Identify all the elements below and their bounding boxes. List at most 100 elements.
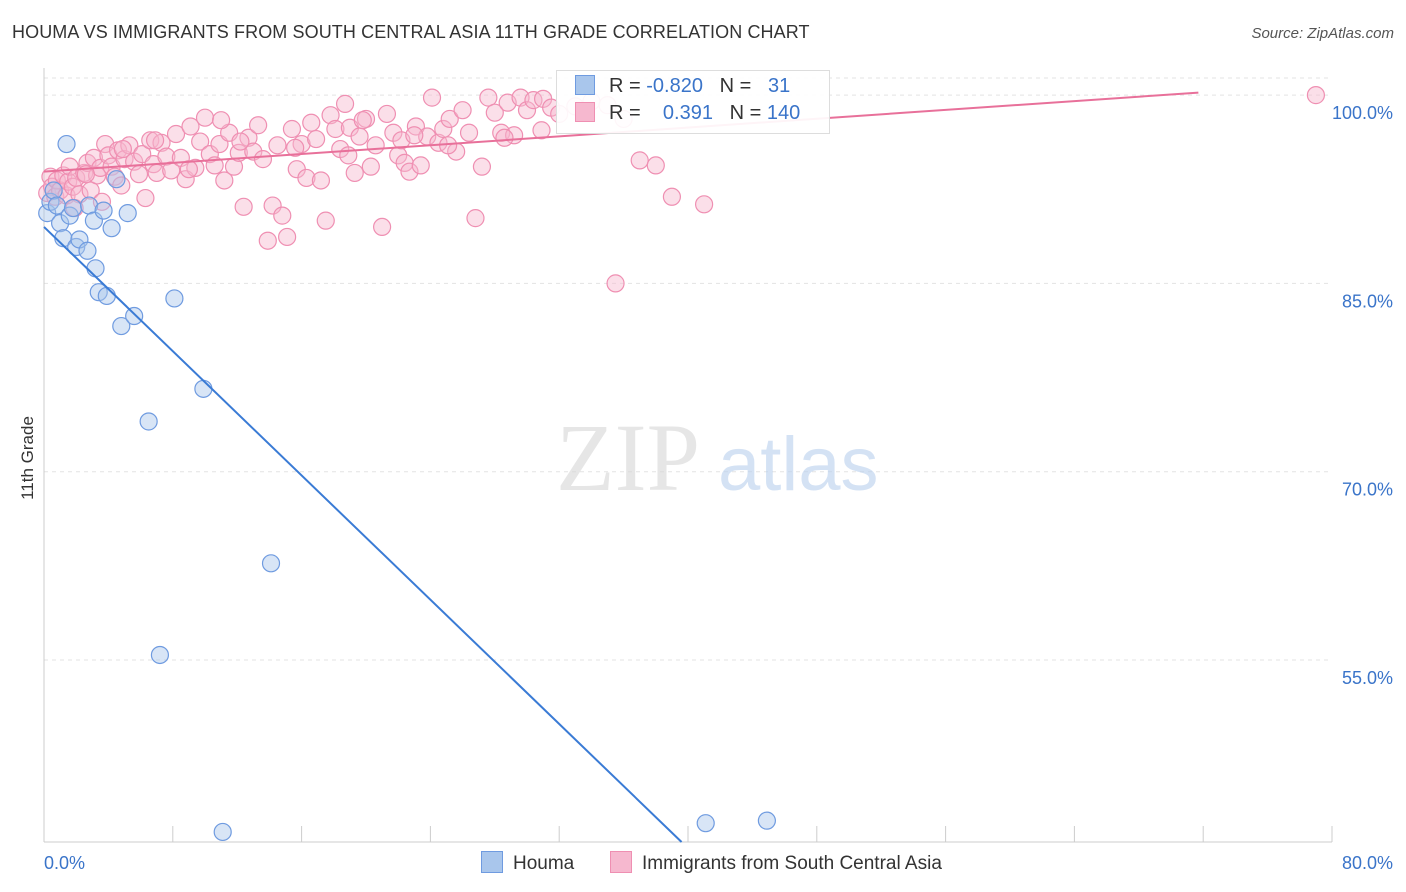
immigrants-legend-label: Immigrants from South Central Asia xyxy=(642,853,942,874)
immigrants-point xyxy=(646,156,665,175)
immigrants-point xyxy=(286,138,305,157)
bottom-legend-houma: Houma xyxy=(481,851,574,875)
immigrants-point xyxy=(136,188,155,208)
x-tick-label-max: 80.0% xyxy=(1342,853,1393,873)
immigrants-point xyxy=(215,171,234,190)
houma-point xyxy=(213,822,232,842)
houma-point xyxy=(57,134,76,154)
houma-point xyxy=(78,241,97,260)
immigrants-point xyxy=(166,124,186,144)
correlation-legend: R = -0.820 N = 31 R = 0.391 N = 140 xyxy=(556,70,830,134)
immigrants-point xyxy=(162,161,181,180)
immigrants-point xyxy=(129,165,149,184)
immigrants-point xyxy=(517,101,537,120)
immigrants-point xyxy=(630,151,649,170)
houma-point xyxy=(97,286,116,306)
houma-point xyxy=(118,204,137,223)
immigrants-point xyxy=(306,129,326,149)
immigrants-point xyxy=(459,123,479,142)
immigrants-point xyxy=(411,156,430,175)
immigrants-point xyxy=(195,108,215,127)
immigrants-point xyxy=(249,116,268,135)
y-tick-label: 100.0% xyxy=(1332,103,1393,123)
houma-point xyxy=(261,554,281,573)
r-label: R = xyxy=(609,75,641,97)
immigrants-point xyxy=(495,128,514,147)
houma-point xyxy=(696,814,715,833)
immigrants-point xyxy=(268,136,287,155)
immigrants-point xyxy=(606,274,625,293)
houma-point xyxy=(194,379,213,398)
immigrants-point xyxy=(361,157,380,176)
immigrants-point xyxy=(311,171,331,190)
houma-point xyxy=(112,316,131,336)
immigrants-point xyxy=(662,187,682,206)
immigrants-swatch xyxy=(575,102,595,122)
houma-point xyxy=(107,170,126,189)
y-tick-label: 55.0% xyxy=(1342,668,1393,688)
houma-point xyxy=(139,412,158,431)
immigrants-point xyxy=(373,217,392,237)
houma-swatch xyxy=(575,75,595,95)
immigrants-point xyxy=(273,206,292,225)
immigrants-point xyxy=(113,139,132,159)
immigrants-point xyxy=(339,146,358,165)
houma-point xyxy=(50,214,70,233)
immigrants-point xyxy=(335,94,355,113)
immigrants-legend-swatch xyxy=(610,851,632,873)
y-tick-label: 70.0% xyxy=(1342,480,1393,500)
immigrants-point xyxy=(244,142,263,161)
y-axis-title: 11th Grade xyxy=(18,416,37,500)
houma-legend-swatch xyxy=(481,851,503,873)
houma-point xyxy=(86,259,105,278)
immigrants-point xyxy=(353,111,372,130)
bottom-legend-immigrants: Immigrants from South Central Asia xyxy=(610,851,942,875)
immigrants-point xyxy=(326,119,345,139)
immigrants-point xyxy=(694,195,714,214)
houma-point xyxy=(44,181,63,200)
immigrants-point xyxy=(479,88,498,107)
immigrants-point xyxy=(191,132,210,151)
watermark-atlas: atlas xyxy=(718,422,879,507)
houma-point xyxy=(102,219,121,238)
immigrants-point xyxy=(302,113,321,132)
immigrants-point xyxy=(321,106,340,125)
immigrants-point xyxy=(297,168,316,188)
chart-title: HOUMA VS IMMIGRANTS FROM SOUTH CENTRAL A… xyxy=(12,22,810,42)
legend-row-houma: R = -0.820 N = 31 xyxy=(575,75,790,101)
immigrants-point xyxy=(1306,86,1326,105)
watermark-zip: ZIP xyxy=(556,404,700,511)
houma-point xyxy=(94,201,113,220)
immigrants-point xyxy=(133,145,152,164)
immigrants-point xyxy=(141,131,160,150)
immigrants-point xyxy=(524,91,543,110)
source-credit: Source: ZipAtlas.com xyxy=(1251,25,1394,42)
houma-legend-label: Houma xyxy=(513,853,575,874)
houma-r-value: -0.820 xyxy=(646,75,703,97)
houma-point xyxy=(63,198,83,218)
immigrants-point xyxy=(258,231,277,250)
immigrants-point xyxy=(179,160,198,179)
y-tick-label: 85.0% xyxy=(1342,291,1393,311)
immigrants-point xyxy=(212,111,231,130)
immigrants-point xyxy=(532,121,551,140)
immigrants-point xyxy=(181,117,200,136)
immigrants-point xyxy=(81,181,100,200)
immigrants-point xyxy=(350,127,369,146)
immigrants-point xyxy=(186,158,205,178)
houma-point xyxy=(150,645,170,665)
immigrants-point xyxy=(434,119,453,139)
immigrants-point xyxy=(345,163,364,183)
houma-point xyxy=(125,306,144,326)
immigrants-point xyxy=(145,131,165,150)
houma-n-value: 31 xyxy=(768,75,791,97)
houma-point xyxy=(165,289,184,308)
immigrants-point xyxy=(422,88,442,107)
houma-trend-line xyxy=(43,226,683,843)
immigrants-r-value: 0.391 xyxy=(662,102,713,124)
immigrants-point xyxy=(84,148,104,167)
houma-point xyxy=(757,811,776,830)
legend-row-immigrants: R = 0.391 N = 140 xyxy=(575,102,800,128)
immigrants-point xyxy=(453,101,472,120)
